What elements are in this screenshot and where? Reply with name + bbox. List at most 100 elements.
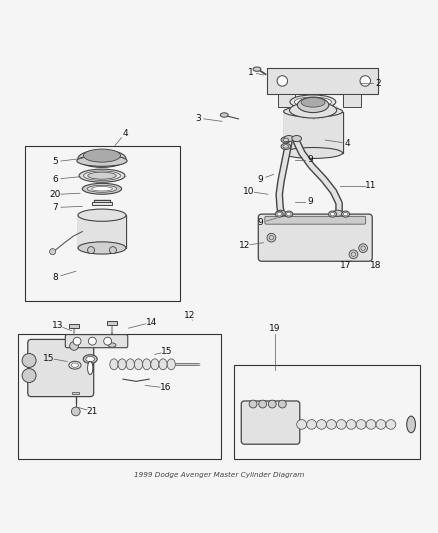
Text: 10: 10: [243, 187, 254, 196]
Bar: [107, 321, 117, 325]
Ellipse shape: [92, 187, 113, 191]
Ellipse shape: [108, 343, 116, 348]
Text: 18: 18: [371, 261, 382, 270]
Ellipse shape: [220, 113, 228, 117]
Ellipse shape: [88, 361, 93, 375]
Ellipse shape: [83, 149, 120, 162]
Text: 21: 21: [87, 407, 98, 416]
Ellipse shape: [276, 210, 286, 216]
Text: 4: 4: [122, 129, 128, 138]
Circle shape: [361, 246, 365, 251]
Text: 6: 6: [53, 175, 58, 184]
Text: 19: 19: [269, 324, 281, 333]
Text: 7: 7: [53, 203, 58, 212]
Ellipse shape: [71, 363, 78, 367]
Text: 1: 1: [248, 68, 254, 77]
Text: 5: 5: [53, 157, 58, 166]
Circle shape: [88, 247, 95, 254]
Text: 9: 9: [308, 155, 314, 164]
Ellipse shape: [78, 150, 126, 167]
Circle shape: [70, 342, 78, 350]
Ellipse shape: [307, 419, 317, 429]
Text: 12: 12: [184, 311, 195, 320]
Ellipse shape: [83, 354, 97, 364]
Ellipse shape: [330, 212, 335, 216]
FancyBboxPatch shape: [265, 216, 366, 224]
Text: 12: 12: [239, 241, 250, 250]
Ellipse shape: [328, 211, 336, 217]
Ellipse shape: [346, 419, 356, 429]
Circle shape: [279, 400, 286, 408]
Text: 15: 15: [43, 354, 54, 362]
Text: 3: 3: [195, 114, 201, 123]
Ellipse shape: [283, 138, 289, 142]
Ellipse shape: [159, 359, 167, 370]
Ellipse shape: [77, 156, 127, 166]
Text: 4: 4: [345, 139, 350, 148]
Ellipse shape: [333, 210, 343, 216]
Text: 13: 13: [52, 321, 63, 330]
Ellipse shape: [78, 209, 126, 221]
Text: 16: 16: [160, 383, 172, 392]
Ellipse shape: [78, 242, 126, 254]
Circle shape: [259, 400, 267, 408]
Ellipse shape: [326, 419, 336, 429]
FancyBboxPatch shape: [65, 335, 128, 348]
Ellipse shape: [292, 135, 301, 142]
Text: 1999 Dodge Avenger Master Cylinder Diagram: 1999 Dodge Avenger Master Cylinder Diagr…: [134, 472, 304, 478]
Ellipse shape: [87, 185, 117, 192]
Bar: [267, 68, 378, 94]
Circle shape: [73, 337, 81, 345]
FancyBboxPatch shape: [258, 214, 372, 261]
Ellipse shape: [281, 137, 290, 143]
Ellipse shape: [79, 169, 125, 182]
Text: 9: 9: [258, 175, 263, 184]
Ellipse shape: [285, 211, 293, 217]
Text: 9: 9: [308, 197, 314, 206]
Bar: [69, 324, 79, 328]
Ellipse shape: [277, 212, 282, 216]
Ellipse shape: [110, 359, 118, 370]
Circle shape: [277, 76, 288, 86]
Circle shape: [359, 244, 367, 253]
Circle shape: [88, 337, 96, 345]
Circle shape: [110, 247, 117, 254]
Bar: [278, 94, 295, 107]
Ellipse shape: [284, 106, 343, 117]
Ellipse shape: [386, 419, 396, 429]
Text: 20: 20: [49, 190, 61, 199]
Ellipse shape: [284, 135, 293, 142]
Ellipse shape: [366, 419, 376, 429]
Ellipse shape: [290, 95, 336, 109]
Ellipse shape: [118, 359, 126, 370]
Circle shape: [49, 248, 56, 255]
Ellipse shape: [126, 359, 134, 370]
Ellipse shape: [253, 67, 261, 71]
Ellipse shape: [336, 419, 346, 429]
Ellipse shape: [281, 143, 290, 149]
Circle shape: [268, 400, 276, 408]
Ellipse shape: [356, 419, 366, 429]
Ellipse shape: [297, 419, 307, 429]
Ellipse shape: [86, 357, 95, 362]
Circle shape: [267, 233, 276, 242]
Bar: [284, 111, 343, 153]
Ellipse shape: [82, 183, 122, 194]
Circle shape: [349, 250, 358, 259]
Ellipse shape: [167, 359, 175, 370]
Text: 17: 17: [340, 261, 351, 270]
Ellipse shape: [297, 98, 329, 112]
Bar: [343, 94, 361, 107]
Ellipse shape: [287, 212, 291, 216]
Circle shape: [22, 353, 36, 367]
Circle shape: [269, 236, 274, 240]
Circle shape: [351, 252, 356, 256]
FancyBboxPatch shape: [241, 401, 300, 444]
Text: 15: 15: [161, 347, 173, 356]
Ellipse shape: [301, 98, 325, 107]
Text: 14: 14: [146, 318, 157, 327]
Ellipse shape: [376, 419, 386, 429]
Text: 11: 11: [365, 181, 377, 190]
Ellipse shape: [143, 359, 151, 370]
Bar: [92, 202, 112, 205]
